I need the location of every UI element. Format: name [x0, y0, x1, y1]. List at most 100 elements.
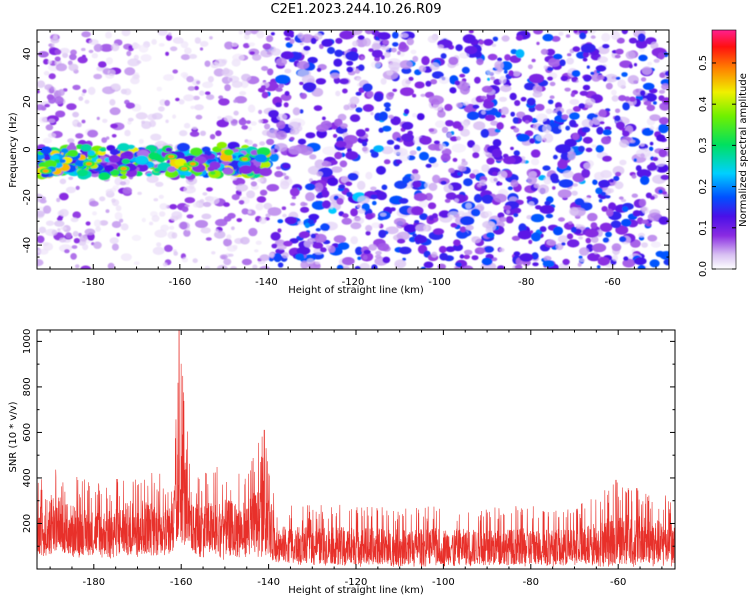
spectrogram-cell: [255, 240, 262, 245]
spectrogram-cell: [386, 70, 394, 76]
spectrogram-cell: [558, 31, 564, 36]
spectrogram-cell: [500, 114, 506, 118]
spectrogram-cell: [240, 80, 249, 89]
spectrogram-cell: [283, 102, 289, 108]
spectrogram-cell: [503, 69, 508, 74]
spectrogram-cell: [532, 84, 543, 94]
spectrogram-cell: [172, 114, 177, 119]
spectrogram-cell: [364, 30, 373, 35]
spectrogram-cell: [217, 264, 228, 269]
spectrogram-cell: [472, 104, 480, 109]
spectrogram-cell: [151, 215, 160, 222]
spectrogram-cell: [336, 197, 344, 205]
spectrogram-cell: [55, 110, 66, 118]
spectrogram-cell: [656, 134, 666, 142]
y-tick-label: 400: [22, 468, 33, 487]
spectrogram-cell: [336, 264, 344, 269]
spectrogram-cell: [579, 90, 589, 96]
spectrogram-cell: [525, 120, 530, 124]
spectrogram-cell: [107, 262, 115, 269]
spectrogram-cell: [345, 181, 353, 186]
spectrogram-cell: [334, 49, 344, 57]
spectrogram-cell: [248, 227, 258, 237]
spectrogram-cell: [600, 191, 607, 196]
spectrogram-cell: [141, 217, 146, 223]
spectrogram-band-cell: [60, 148, 69, 154]
spectrogram-cell: [535, 113, 548, 122]
spectrogram-cell: [306, 258, 315, 265]
spectrogram-cell: [459, 226, 467, 233]
spectrogram-cell: [109, 237, 119, 245]
spectrogram-cell: [37, 210, 45, 217]
spectrogram-cell: [288, 58, 296, 63]
spectrogram-cell: [258, 119, 264, 124]
spectrogram-cell: [506, 209, 511, 215]
spectrogram-cell: [342, 88, 348, 94]
spectrogram-cell: [314, 182, 324, 192]
spectrogram-cell: [322, 146, 337, 156]
spectrogram-cell: [486, 157, 495, 165]
spectrogram-cell: [597, 256, 610, 266]
spectrogram-cell: [493, 193, 507, 203]
spectrogram-cell: [347, 172, 359, 181]
spectrogram-cell: [597, 56, 608, 63]
spectrogram-cell: [569, 119, 577, 128]
spectrogram-cell: [565, 34, 571, 38]
spectrogram-cell: [500, 84, 512, 93]
spectrogram-cell: [368, 244, 378, 251]
spectrogram-cell: [69, 53, 77, 61]
spectrogram-cell: [602, 237, 610, 243]
spectrogram-cell: [111, 43, 120, 52]
spectrogram-cell: [362, 83, 373, 92]
spectrogram-cell: [38, 51, 49, 58]
spectrogram-band-cell: [123, 150, 133, 157]
spectrogram-cell: [192, 202, 200, 208]
spectrogram-cell: [535, 103, 545, 111]
spectrogram-cell: [614, 181, 624, 190]
spectrogram-cell: [445, 246, 456, 253]
spectrogram-cell: [151, 39, 157, 45]
spectrogram-cell: [606, 208, 614, 217]
spectrogram-cell: [240, 236, 250, 245]
spectrogram-cell: [252, 264, 258, 269]
spectrogram-cell: [72, 230, 79, 237]
spectrogram-cell: [200, 130, 206, 136]
spectrogram-cell: [658, 117, 669, 125]
spectrogram-cell: [427, 35, 438, 43]
spectrogram-cell: [73, 238, 80, 244]
spectrogram-cell: [357, 64, 365, 71]
spectrogram-cell: [357, 35, 365, 40]
spectrogram-cell: [581, 118, 594, 128]
spectrogram-cell: [602, 44, 610, 49]
spectrogram-cell: [543, 133, 554, 143]
spectrogram-cell: [649, 141, 654, 146]
spectrogram-cell: [412, 113, 418, 118]
spectrogram-cell: [110, 123, 118, 129]
spectrogram-cell: [282, 213, 287, 218]
spectrogram-cell: [542, 165, 551, 171]
spectrogram-cell: [448, 167, 455, 174]
spectrogram-cell: [297, 68, 312, 78]
spectrogram-cell: [298, 231, 311, 239]
spectrogram-cell: [640, 77, 647, 82]
spectrogram-cell: [371, 222, 381, 229]
spectrogram-cell: [480, 128, 490, 138]
spectrogram-cell: [131, 234, 142, 241]
spectrogram-cell: [221, 68, 234, 77]
spectrogram-cell: [454, 266, 460, 269]
spectrogram-cell: [590, 35, 596, 39]
spectrogram-cell: [106, 136, 110, 140]
spectrogram-cell: [266, 35, 274, 43]
spectrogram-cell: [587, 212, 598, 222]
spectrogram-cell: [241, 73, 252, 82]
spectrogram-cell: [661, 191, 668, 195]
spectrogram-cell: [516, 111, 526, 119]
spectrogram-cell: [91, 53, 99, 59]
spectrogram-cell: [316, 171, 324, 177]
spectrogram-cell: [289, 136, 295, 141]
spectrogram-band-core: [85, 162, 92, 166]
spectrogram-cell: [138, 44, 149, 53]
spectrogram-cell: [478, 39, 484, 45]
spectrogram-cell: [530, 213, 545, 223]
spectrogram-cell: [392, 31, 399, 39]
